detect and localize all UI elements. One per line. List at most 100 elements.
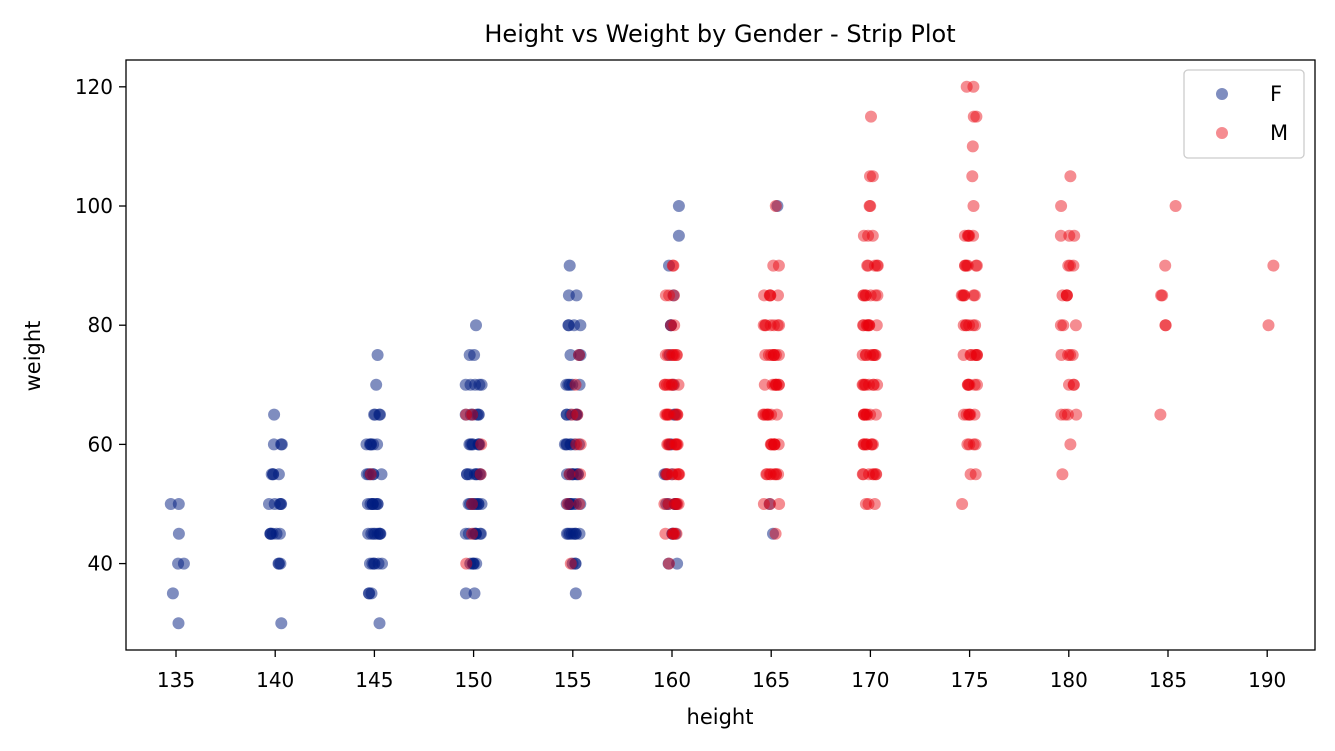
data-point: [764, 289, 777, 302]
data-point: [472, 408, 485, 421]
data-point: [964, 468, 977, 481]
data-point: [869, 289, 882, 302]
data-point: [667, 527, 680, 540]
data-point: [573, 378, 586, 391]
data-point: [765, 438, 778, 451]
data-point: [863, 319, 876, 332]
data-point: [765, 438, 778, 451]
data-point: [563, 468, 576, 481]
data-point: [868, 468, 880, 481]
legend-marker-f: [1216, 88, 1228, 100]
data-point: [773, 319, 786, 332]
data-point: [573, 498, 586, 510]
data-point: [765, 408, 778, 421]
data-point: [862, 259, 875, 272]
data-point: [860, 438, 873, 451]
data-point: [968, 289, 981, 302]
data-point: [561, 498, 574, 510]
data-point: [856, 349, 869, 361]
data-point: [1169, 200, 1182, 212]
data-point: [868, 259, 881, 272]
data-point: [761, 468, 773, 481]
data-point: [172, 527, 185, 540]
data-point: [761, 408, 774, 421]
data-point: [766, 378, 779, 391]
data-point: [667, 259, 680, 272]
data-point: [771, 200, 784, 212]
data-point: [861, 319, 874, 332]
data-point: [561, 468, 573, 481]
data-point: [474, 468, 487, 481]
data-point: [957, 289, 970, 302]
data-point: [862, 498, 875, 510]
data-point: [563, 259, 576, 272]
y-axis-label: weight: [21, 321, 45, 392]
data-point: [860, 408, 873, 421]
data-point: [864, 408, 877, 421]
data-point: [765, 349, 778, 361]
data-point: [857, 229, 870, 242]
data-point: [663, 408, 676, 421]
data-point: [870, 319, 883, 332]
y-tick-label: 40: [88, 552, 113, 576]
data-point: [569, 557, 582, 570]
data-point: [757, 498, 770, 510]
data-point: [1155, 289, 1168, 302]
x-tick-label: 155: [554, 668, 592, 692]
y-tick-label: 120: [75, 75, 113, 99]
x-tick-label: 185: [1149, 668, 1187, 692]
chart-title: Height vs Weight by Gender - Strip Plot: [484, 20, 955, 48]
data-point: [665, 378, 678, 391]
data-point: [962, 378, 975, 391]
data-point: [967, 438, 980, 451]
data-point: [1057, 319, 1070, 332]
data-point: [769, 378, 782, 391]
data-point: [1069, 319, 1082, 332]
data-point: [371, 349, 384, 361]
data-point: [866, 468, 879, 481]
data-point: [267, 468, 280, 481]
data-point: [871, 289, 884, 302]
data-point: [966, 170, 979, 183]
data-point: [860, 349, 873, 361]
data-point: [857, 438, 870, 451]
data-point: [564, 349, 577, 361]
data-point: [961, 378, 974, 391]
data-point: [668, 498, 681, 510]
data-point: [268, 408, 281, 421]
data-point: [757, 319, 770, 332]
data-point: [858, 438, 871, 451]
data-point: [560, 438, 573, 451]
x-tick-label: 180: [1050, 668, 1088, 692]
data-point: [864, 349, 877, 361]
data-point: [958, 229, 971, 242]
data-point: [767, 349, 780, 361]
data-point: [865, 438, 878, 451]
data-point: [961, 438, 974, 451]
data-point: [967, 229, 980, 242]
data-point: [764, 438, 777, 451]
data-point: [663, 259, 675, 272]
data-point: [662, 557, 675, 570]
data-point: [857, 319, 870, 332]
data-point: [967, 80, 980, 93]
data-point: [863, 200, 876, 212]
data-point: [666, 527, 679, 540]
data-point: [960, 319, 972, 332]
data-point: [772, 438, 785, 451]
data-point: [468, 498, 481, 510]
legend-marker-m: [1216, 127, 1228, 139]
data-point: [962, 378, 975, 391]
data-point: [670, 438, 683, 451]
data-point: [658, 498, 671, 510]
data-point: [869, 408, 882, 421]
data-point: [767, 319, 780, 332]
data-point: [865, 110, 877, 123]
data-point: [763, 498, 776, 510]
data-point: [669, 438, 682, 451]
data-point: [862, 319, 875, 332]
data-point: [864, 289, 877, 302]
data-point: [574, 498, 587, 510]
data-point: [670, 349, 683, 361]
data-point: [466, 498, 478, 510]
